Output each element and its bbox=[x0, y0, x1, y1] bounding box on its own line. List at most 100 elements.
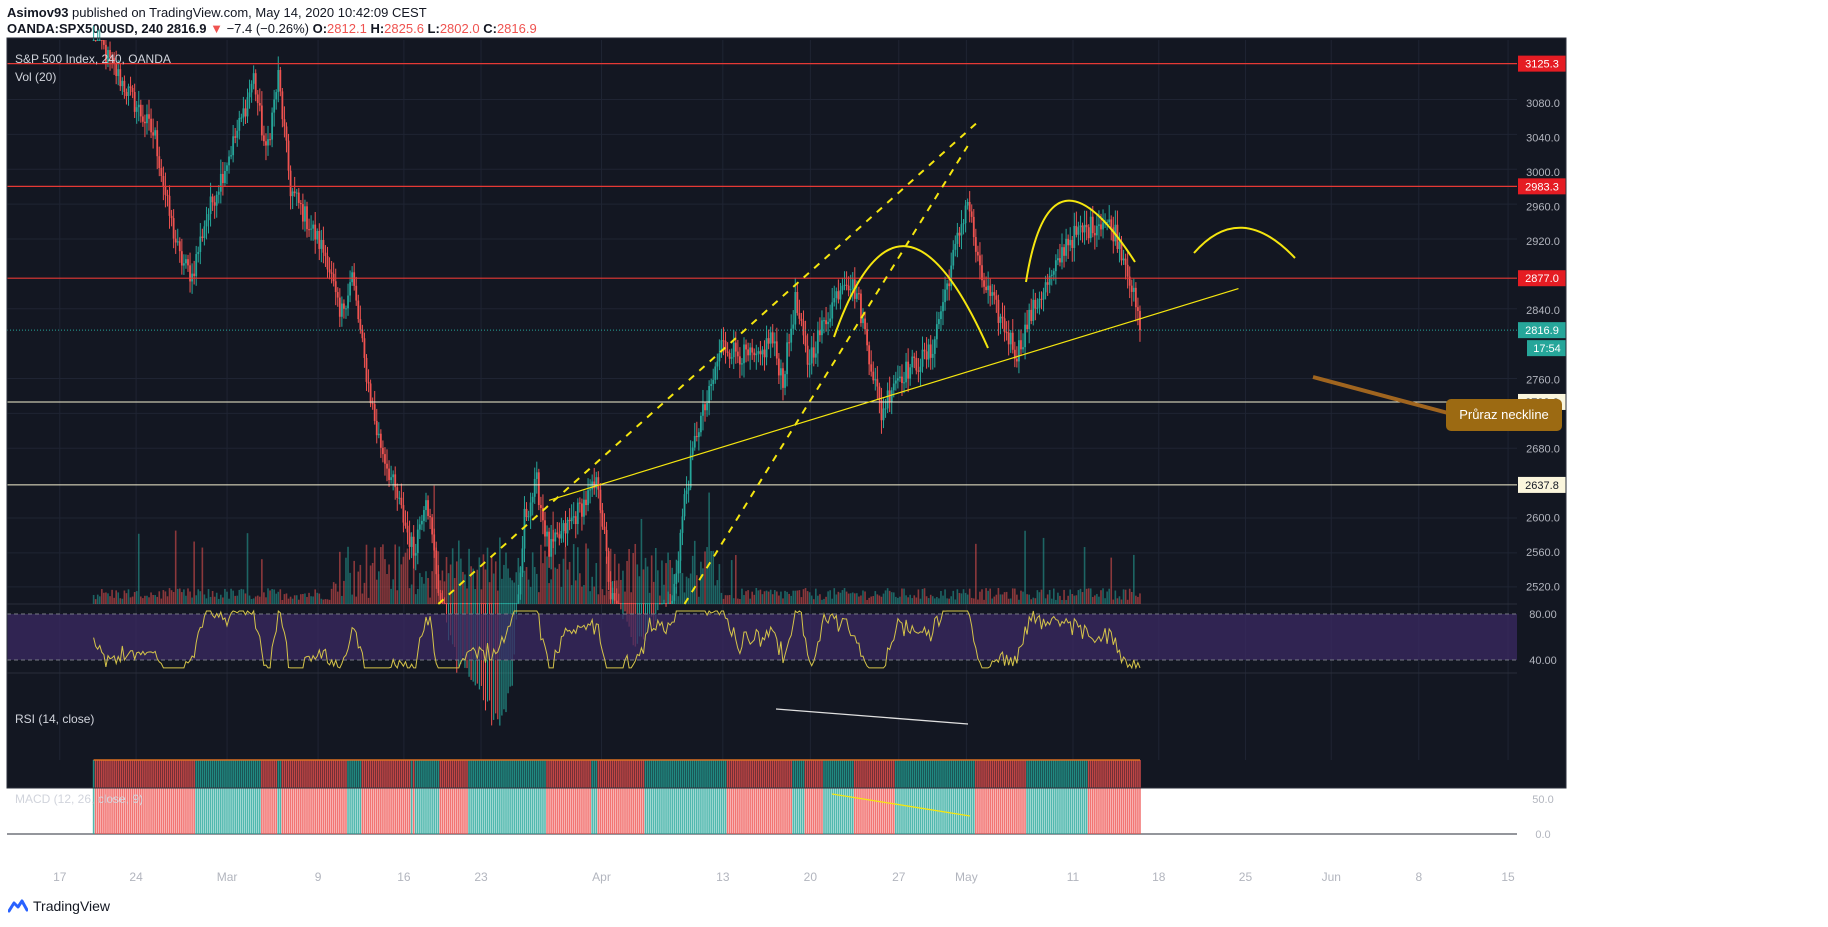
price-tick-label: 2960.0 bbox=[1526, 201, 1560, 213]
candle-body bbox=[872, 371, 875, 381]
candle-body bbox=[615, 600, 618, 604]
macd-histogram-bar bbox=[172, 760, 175, 834]
candle-body bbox=[1095, 225, 1098, 236]
candle-body bbox=[330, 272, 333, 274]
macd-histogram-bar bbox=[195, 760, 198, 834]
candle-body bbox=[310, 228, 312, 230]
macd-histogram-bar bbox=[129, 760, 132, 834]
candle-body bbox=[447, 603, 450, 604]
macd-histogram-bar bbox=[1014, 760, 1016, 834]
volume-bar bbox=[306, 596, 308, 604]
volume-bar bbox=[1096, 593, 1098, 604]
macd-histogram-bar bbox=[133, 760, 136, 834]
volume-bar bbox=[987, 590, 989, 604]
volume-bar bbox=[972, 598, 975, 604]
volume-bar bbox=[371, 562, 374, 604]
macd-histogram-bar bbox=[92, 760, 95, 834]
candle-body bbox=[394, 474, 397, 488]
macd-histogram-bar bbox=[929, 760, 932, 834]
macd-histogram-bar bbox=[585, 760, 587, 834]
current-price-label: 2816.9 bbox=[1525, 325, 1559, 337]
macd-histogram-bar bbox=[357, 760, 360, 834]
volume-bar bbox=[558, 563, 561, 604]
candle-body bbox=[234, 136, 237, 138]
volume-bar bbox=[732, 598, 735, 604]
candle-body bbox=[119, 69, 122, 87]
macd-histogram-bar bbox=[1059, 760, 1061, 834]
macd-histogram-bar bbox=[895, 760, 897, 834]
symbol-name[interactable]: OANDA:SPX500USD, 240 bbox=[7, 21, 164, 36]
candle-body bbox=[156, 130, 159, 157]
author-name[interactable]: Asimov93 bbox=[7, 5, 69, 20]
candle-body bbox=[669, 602, 672, 604]
candle-body bbox=[433, 534, 436, 551]
candle-body bbox=[283, 119, 286, 127]
candle-body bbox=[320, 239, 323, 249]
volume-bar bbox=[496, 590, 499, 604]
candle-body bbox=[993, 292, 996, 296]
macd-histogram-bar bbox=[1007, 760, 1010, 834]
candle-body bbox=[685, 490, 688, 495]
volume-bar bbox=[341, 595, 343, 604]
macd-histogram-bar bbox=[1030, 760, 1033, 834]
drawings bbox=[437, 119, 1562, 605]
candle-body bbox=[981, 265, 983, 281]
candle-body bbox=[663, 603, 665, 604]
macd-histogram-bar bbox=[445, 760, 448, 834]
candle-body bbox=[133, 91, 136, 112]
candle-body bbox=[892, 383, 895, 391]
time-tick-label: Apr bbox=[592, 870, 611, 884]
volume-bar bbox=[285, 593, 288, 604]
macd-histogram-bar bbox=[815, 760, 817, 834]
macd-histogram-bar bbox=[205, 760, 208, 834]
candle-body bbox=[527, 516, 530, 518]
volume-bar bbox=[367, 597, 370, 604]
volume-bar bbox=[995, 594, 998, 604]
macd-histogram-bar bbox=[160, 760, 163, 834]
volume-bar bbox=[531, 552, 534, 604]
macd-histogram-bar bbox=[1048, 760, 1051, 834]
volume-bar bbox=[1022, 591, 1024, 604]
candle-body bbox=[498, 603, 501, 604]
volume-bar bbox=[790, 595, 792, 604]
macd-histogram-bar bbox=[934, 760, 936, 834]
macd-histogram-bar bbox=[1106, 760, 1108, 834]
brand-name[interactable]: TradingView bbox=[33, 898, 111, 914]
macd-histogram-bar bbox=[925, 760, 928, 834]
candle-body bbox=[102, 40, 105, 45]
macd-histogram-bar bbox=[191, 760, 193, 834]
candle-body bbox=[363, 338, 366, 358]
volume-bar bbox=[921, 588, 924, 604]
volume-bar bbox=[737, 598, 739, 604]
candle-body bbox=[667, 602, 669, 604]
macd-histogram-bar bbox=[193, 760, 195, 834]
level-label-bg bbox=[1518, 270, 1566, 287]
candle-body bbox=[258, 103, 261, 106]
macd-histogram-bar bbox=[152, 760, 154, 834]
volume-bar bbox=[501, 578, 503, 604]
candle-body bbox=[441, 600, 444, 604]
candle-body bbox=[164, 186, 167, 195]
volume-bar bbox=[985, 588, 987, 604]
candle-body bbox=[150, 118, 152, 133]
volume-bar bbox=[252, 598, 255, 604]
candle-body bbox=[304, 206, 306, 222]
macd-histogram-bar bbox=[222, 760, 224, 834]
candle-body bbox=[849, 289, 852, 291]
candle-body bbox=[808, 363, 811, 365]
macd-histogram-bar bbox=[782, 760, 784, 834]
volume-bar bbox=[375, 579, 378, 604]
macd-histogram-bar bbox=[923, 760, 926, 834]
macd-label: MACD (12, 26, close, 9) bbox=[15, 792, 143, 806]
candle-body bbox=[611, 593, 614, 600]
candle-body bbox=[628, 603, 631, 604]
volume-bar bbox=[679, 555, 682, 604]
candle-body bbox=[207, 214, 210, 221]
volume-bar bbox=[1018, 599, 1020, 604]
macd-histogram-bar bbox=[720, 760, 723, 834]
macd-histogram-bar bbox=[804, 760, 807, 834]
volume-bar bbox=[540, 544, 542, 604]
macd-histogram-bar bbox=[281, 760, 284, 834]
macd-histogram-bar bbox=[291, 760, 294, 834]
